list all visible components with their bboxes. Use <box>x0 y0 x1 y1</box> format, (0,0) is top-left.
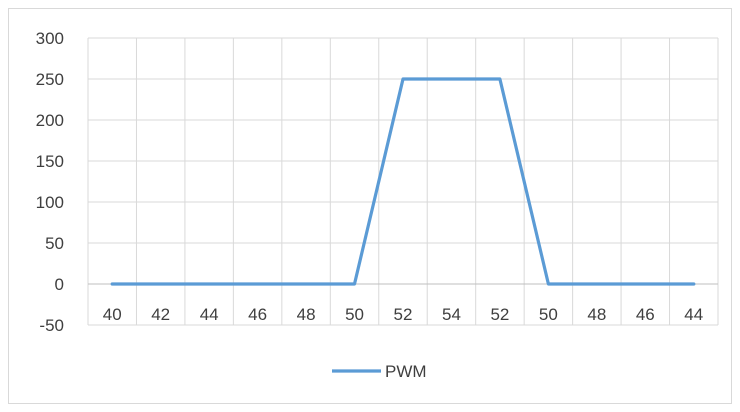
x-tick-label: 46 <box>248 305 267 324</box>
y-tick-label: 50 <box>45 234 64 253</box>
y-tick-label: -50 <box>39 316 64 335</box>
y-tick-label: 150 <box>36 152 64 171</box>
x-tick-label: 44 <box>684 305 703 324</box>
series-line-pwm <box>110 77 696 286</box>
x-tick-label: 50 <box>345 305 364 324</box>
y-tick-label: 300 <box>36 29 64 48</box>
legend-label-pwm: PWM <box>385 362 427 381</box>
x-tick-label: 46 <box>636 305 655 324</box>
chart-area <box>8 8 732 404</box>
y-tick-label: 0 <box>55 275 64 294</box>
x-tick-label: 40 <box>103 305 122 324</box>
x-tick-label: 50 <box>539 305 558 324</box>
x-tick-label: 52 <box>394 305 413 324</box>
y-axis-tick-labels: 300 250 200 150 100 50 0 -50 <box>36 29 64 335</box>
x-tick-label: 52 <box>490 305 509 324</box>
x-tick-label: 48 <box>587 305 606 324</box>
y-tick-label: 250 <box>36 70 64 89</box>
x-tick-label: 48 <box>297 305 316 324</box>
y-tick-label: 200 <box>36 111 64 130</box>
x-tick-label: 42 <box>151 305 170 324</box>
y-tick-label: 100 <box>36 193 64 212</box>
x-tick-label: 44 <box>200 305 219 324</box>
series-layer <box>110 77 696 286</box>
x-axis-tick-labels: 40 42 44 46 48 50 52 54 52 50 48 46 44 <box>103 305 703 324</box>
legend[interactable]: PWM <box>332 362 427 381</box>
x-tick-label: 54 <box>442 305 461 324</box>
